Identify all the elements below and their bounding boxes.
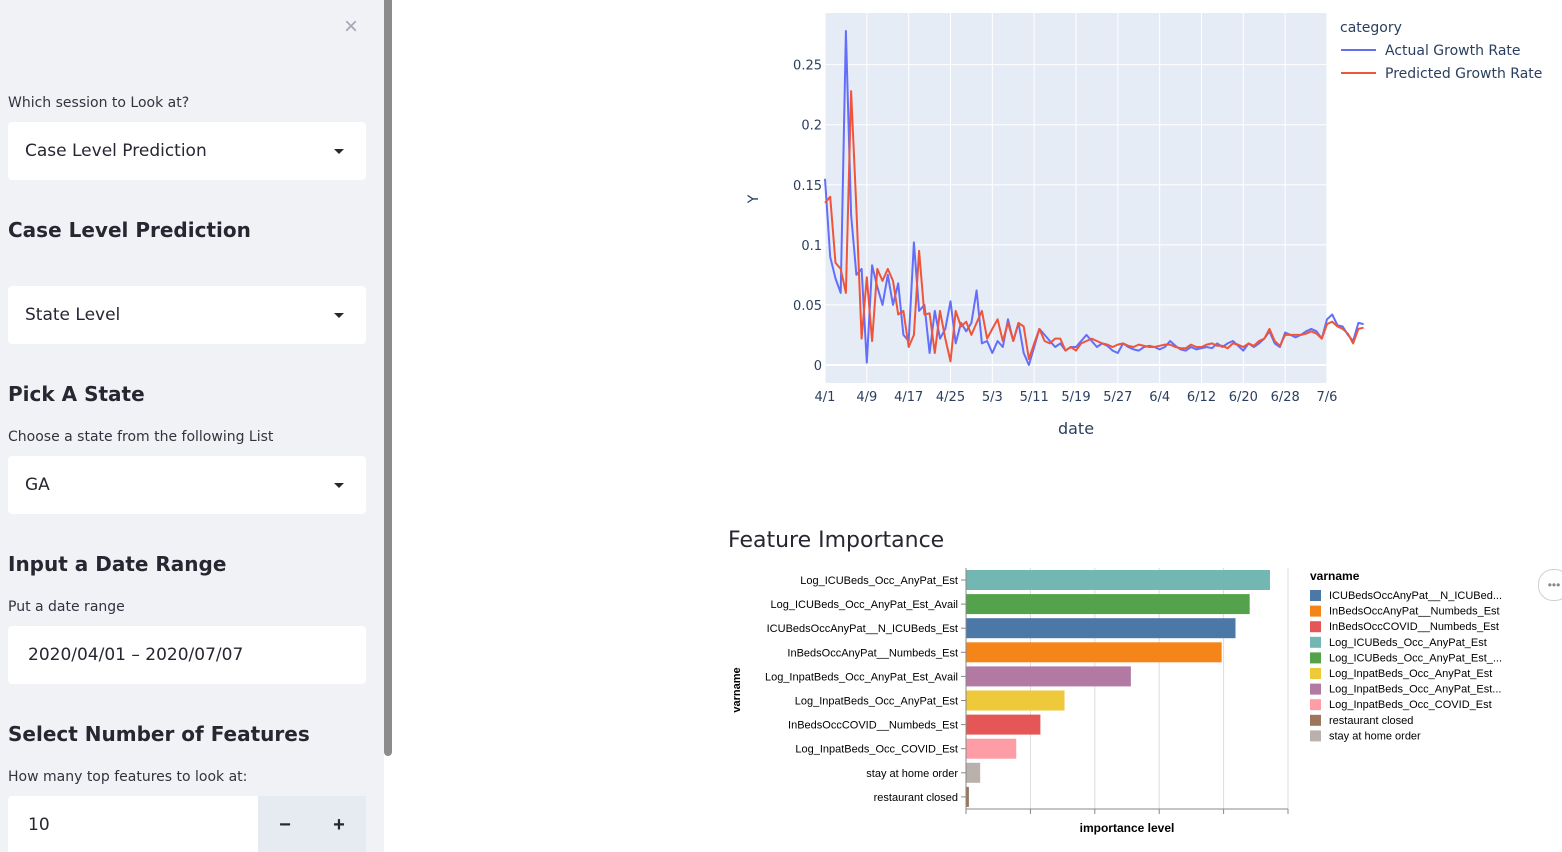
bar-legend-entry: restaurant closed — [1329, 715, 1413, 727]
bar-legend-swatch — [1310, 714, 1321, 726]
sidebar: × Which session to Look at? Case Level P… — [0, 0, 384, 852]
close-icon[interactable]: × — [343, 13, 358, 40]
legend-entry: Actual Growth Rate — [1385, 43, 1521, 59]
bar-legend-entry: InBedsOccAnyPat__Numbeds_Est — [1329, 606, 1500, 618]
bar-label: Log_InpatBeds_Occ_AnyPat_Est_Avail — [765, 671, 958, 683]
bar-label: InBedsOccAnyPat__Numbeds_Est — [787, 647, 958, 659]
chevron-down-icon — [334, 313, 344, 318]
x-tick-label: 4/9 — [856, 390, 877, 405]
bar-legend-entry: Log_InpatBeds_Occ_AnyPat_Est — [1329, 668, 1492, 680]
section-header: Case Level Prediction — [8, 218, 251, 242]
x-axis-title: date — [1058, 419, 1094, 438]
y-tick-label: 0 — [814, 359, 822, 374]
x-tick-label: 7/6 — [1317, 390, 1338, 405]
bar-label: Log_InpatBeds_Occ_COVID_Est — [795, 744, 958, 756]
importance-bar — [966, 762, 981, 783]
legend-entry: Predicted Growth Rate — [1385, 66, 1542, 82]
decrement-button[interactable]: − — [258, 796, 312, 852]
bar-legend-swatch — [1310, 699, 1321, 711]
increment-button[interactable]: + — [312, 796, 366, 852]
chevron-down-icon — [334, 483, 344, 488]
bar-label: Log_InpatBeds_Occ_AnyPat_Est — [795, 696, 958, 708]
features-header: Select Number of Features — [8, 722, 310, 746]
y-tick-label: 0.15 — [793, 179, 822, 194]
importance-bar — [966, 666, 1131, 687]
importance-bar — [966, 690, 1065, 711]
bar-y-axis-title: varname — [731, 667, 743, 712]
bar-legend-swatch — [1310, 590, 1321, 601]
date-range-input[interactable]: 2020/04/01 – 2020/07/07 — [8, 626, 366, 684]
state-label: Choose a state from the following List — [8, 429, 274, 445]
importance-bar — [966, 570, 1270, 590]
y-tick-label: 0.25 — [793, 59, 822, 74]
bar-legend-entry: Log_InpatBeds_Occ_COVID_Est — [1329, 699, 1492, 711]
bar-legend-entry: InBedsOccCOVID__Numbeds_Est — [1329, 621, 1499, 633]
x-tick-label: 6/12 — [1187, 390, 1216, 405]
session-select[interactable]: Case Level Prediction — [8, 122, 366, 180]
features-number-input[interactable]: 10 — [8, 796, 258, 852]
session-select-value: Case Level Prediction — [25, 141, 207, 161]
y-axis-title: Y — [746, 194, 762, 204]
bar-legend-swatch — [1310, 652, 1321, 664]
bar-label: Log_ICUBeds_Occ_AnyPat_Est — [800, 575, 958, 587]
x-tick-label: 4/17 — [894, 390, 923, 405]
x-tick-label: 5/3 — [982, 390, 1003, 405]
x-tick-label: 6/4 — [1149, 390, 1170, 405]
level-select[interactable]: State Level — [8, 286, 366, 344]
importance-bar — [966, 738, 1017, 759]
bar-legend-swatch — [1310, 605, 1321, 617]
x-tick-label: 4/1 — [815, 390, 836, 405]
bar-legend-entry: ICUBedsOccAnyPat__N_ICUBed... — [1329, 590, 1502, 602]
bar-legend-title: varname — [1310, 569, 1360, 583]
feature-importance-title: Feature Importance — [728, 528, 945, 553]
x-tick-label: 6/20 — [1229, 390, 1258, 405]
bar-label: Log_ICUBeds_Occ_AnyPat_Est_Avail — [770, 599, 958, 611]
bar-label: InBedsOccCOVID__Numbeds_Est — [788, 720, 958, 732]
chevron-down-icon — [334, 149, 344, 154]
charts-canvas: 0 0.05 0.1 0.15 0.2 0.25 4/1 4/9 4/17 4/25 5/3 5/11… — [731, 13, 1542, 835]
y-tick-label: 0.05 — [793, 299, 822, 314]
bar-label: ICUBedsOccAnyPat__N_ICUBeds_Est — [767, 623, 958, 635]
date-label: Put a date range — [8, 599, 125, 615]
bar-legend-entry: stay at home order — [1329, 730, 1421, 742]
features-label: How many top features to look at: — [8, 769, 248, 785]
bar-legend-swatch — [1310, 636, 1321, 648]
importance-bar — [966, 714, 1041, 735]
session-label: Which session to Look at? — [8, 95, 190, 111]
bar-label: restaurant closed — [874, 792, 958, 804]
x-tick-label: 5/19 — [1061, 390, 1090, 405]
bar-legend-swatch — [1310, 621, 1321, 633]
date-header: Input a Date Range — [8, 552, 227, 576]
state-header: Pick A State — [8, 382, 145, 406]
state-select[interactable]: GA — [8, 456, 366, 514]
bar-legend-entry: Log_InpatBeds_Occ_AnyPat_Est... — [1329, 684, 1501, 696]
x-tick-label: 5/27 — [1103, 390, 1132, 405]
y-tick-label: 0.2 — [801, 119, 822, 134]
y-tick-label: 0.1 — [801, 239, 822, 254]
x-tick-label: 5/11 — [1020, 390, 1049, 405]
bar-legend-swatch — [1310, 730, 1321, 742]
bar-label: stay at home order — [866, 768, 958, 780]
bar-legend-swatch — [1310, 683, 1321, 695]
importance-bar — [966, 642, 1222, 663]
bar-legend-entry: Log_ICUBeds_Occ_AnyPat_Est — [1329, 637, 1487, 649]
legend-title: category — [1340, 20, 1402, 36]
bar-x-axis-title: importance level — [1080, 821, 1175, 835]
x-tick-label: 6/28 — [1271, 390, 1300, 405]
level-select-value: State Level — [25, 305, 121, 325]
more-horizontal-icon[interactable]: ••• — [1538, 569, 1562, 601]
sidebar-scrollbar[interactable] — [384, 0, 392, 756]
bar-legend-swatch — [1310, 668, 1321, 679]
series-line — [824, 90, 1364, 363]
importance-bar — [966, 594, 1250, 615]
importance-bar — [966, 618, 1236, 639]
state-select-value: GA — [25, 475, 50, 495]
importance-bar — [966, 786, 969, 807]
bar-legend-entry: Log_ICUBeds_Occ_AnyPat_Est_... — [1329, 652, 1502, 664]
x-tick-label: 4/25 — [936, 390, 965, 405]
